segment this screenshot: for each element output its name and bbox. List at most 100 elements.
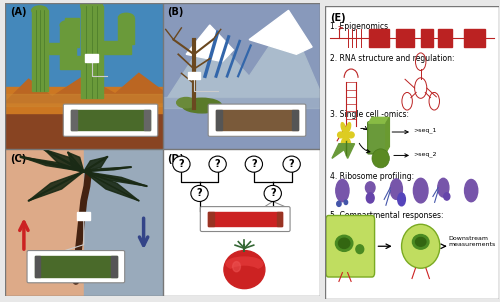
Circle shape [390, 179, 402, 199]
Ellipse shape [60, 21, 76, 29]
Bar [276, 212, 282, 226]
Text: (D): (D) [167, 154, 184, 164]
Bar [84, 149, 162, 296]
Polygon shape [21, 157, 84, 172]
Ellipse shape [341, 138, 345, 147]
FancyBboxPatch shape [368, 122, 387, 154]
Polygon shape [84, 172, 147, 186]
Polygon shape [332, 144, 354, 158]
Polygon shape [84, 167, 131, 172]
Circle shape [224, 251, 265, 289]
Polygon shape [68, 153, 84, 172]
Text: ?: ? [196, 188, 202, 198]
Polygon shape [5, 73, 162, 103]
Bar [60, 56, 95, 69]
Ellipse shape [356, 245, 364, 254]
Ellipse shape [228, 266, 261, 281]
Bar [216, 110, 298, 130]
Ellipse shape [366, 193, 374, 203]
Bar [86, 54, 98, 62]
Ellipse shape [346, 123, 350, 132]
Polygon shape [386, 117, 390, 153]
Circle shape [342, 130, 349, 140]
Bar [292, 110, 298, 130]
Bar [216, 110, 222, 130]
Ellipse shape [338, 132, 344, 138]
Ellipse shape [338, 238, 350, 249]
Ellipse shape [348, 132, 354, 138]
Polygon shape [186, 25, 234, 62]
Bar [35, 256, 117, 277]
Bar [208, 212, 282, 226]
Circle shape [283, 156, 300, 172]
Bar [65, 18, 79, 47]
Bar [162, 98, 320, 149]
Ellipse shape [80, 0, 102, 12]
Bar [464, 30, 485, 47]
Bar [100, 41, 131, 54]
Circle shape [336, 179, 349, 202]
Text: (B): (B) [167, 8, 184, 18]
Text: >seq_2: >seq_2 [414, 151, 437, 157]
Text: Downstream
measurements: Downstream measurements [448, 236, 496, 247]
Bar [78, 213, 90, 220]
Text: ?: ? [289, 159, 294, 169]
Circle shape [245, 156, 262, 172]
Ellipse shape [118, 13, 134, 22]
Bar [188, 72, 200, 79]
Text: 5. Compartmental responses:: 5. Compartmental responses: [330, 211, 444, 220]
Ellipse shape [366, 182, 375, 194]
Circle shape [414, 178, 428, 203]
Polygon shape [368, 117, 390, 123]
Polygon shape [84, 172, 139, 201]
Bar [35, 256, 40, 277]
Bar [208, 212, 214, 226]
Circle shape [172, 156, 190, 172]
Text: ?: ? [270, 188, 276, 198]
Text: 1. Epigenomics: 1. Epigenomics [330, 22, 388, 31]
Bar [5, 3, 162, 98]
Ellipse shape [346, 138, 350, 147]
Text: ?: ? [215, 159, 220, 169]
Ellipse shape [412, 235, 429, 249]
Bar [32, 10, 48, 91]
Ellipse shape [402, 224, 440, 268]
FancyBboxPatch shape [326, 216, 374, 277]
Bar [5, 94, 162, 149]
Polygon shape [28, 172, 84, 201]
Bar [368, 30, 390, 47]
Ellipse shape [372, 149, 390, 168]
Ellipse shape [336, 235, 353, 251]
Bar [396, 30, 413, 47]
Bar [420, 30, 433, 47]
Ellipse shape [444, 193, 450, 200]
Bar [71, 110, 76, 130]
Circle shape [209, 156, 226, 172]
FancyBboxPatch shape [27, 251, 124, 283]
FancyBboxPatch shape [208, 104, 306, 136]
Ellipse shape [232, 262, 240, 272]
Circle shape [398, 193, 406, 206]
Text: ?: ? [178, 159, 184, 169]
Ellipse shape [226, 257, 263, 270]
Polygon shape [249, 10, 312, 54]
Bar [5, 86, 162, 113]
Bar [118, 18, 134, 44]
Text: 2. RNA structure and regulation:: 2. RNA structure and regulation: [330, 54, 454, 63]
Bar [40, 43, 68, 54]
Circle shape [438, 178, 449, 197]
Text: (C): (C) [10, 154, 26, 164]
Text: >seq_1: >seq_1 [414, 128, 437, 133]
Bar [144, 110, 150, 130]
FancyBboxPatch shape [200, 207, 290, 232]
Text: 3. Single cell -omics:: 3. Single cell -omics: [330, 110, 409, 119]
Polygon shape [44, 149, 84, 172]
Ellipse shape [344, 200, 348, 204]
Bar [71, 110, 150, 130]
Text: (A): (A) [10, 8, 26, 18]
Bar [5, 94, 162, 106]
Bar [162, 97, 320, 108]
Ellipse shape [32, 6, 48, 15]
Text: 4. Ribosome profiling:: 4. Ribosome profiling: [330, 172, 414, 181]
Bar [112, 256, 117, 277]
